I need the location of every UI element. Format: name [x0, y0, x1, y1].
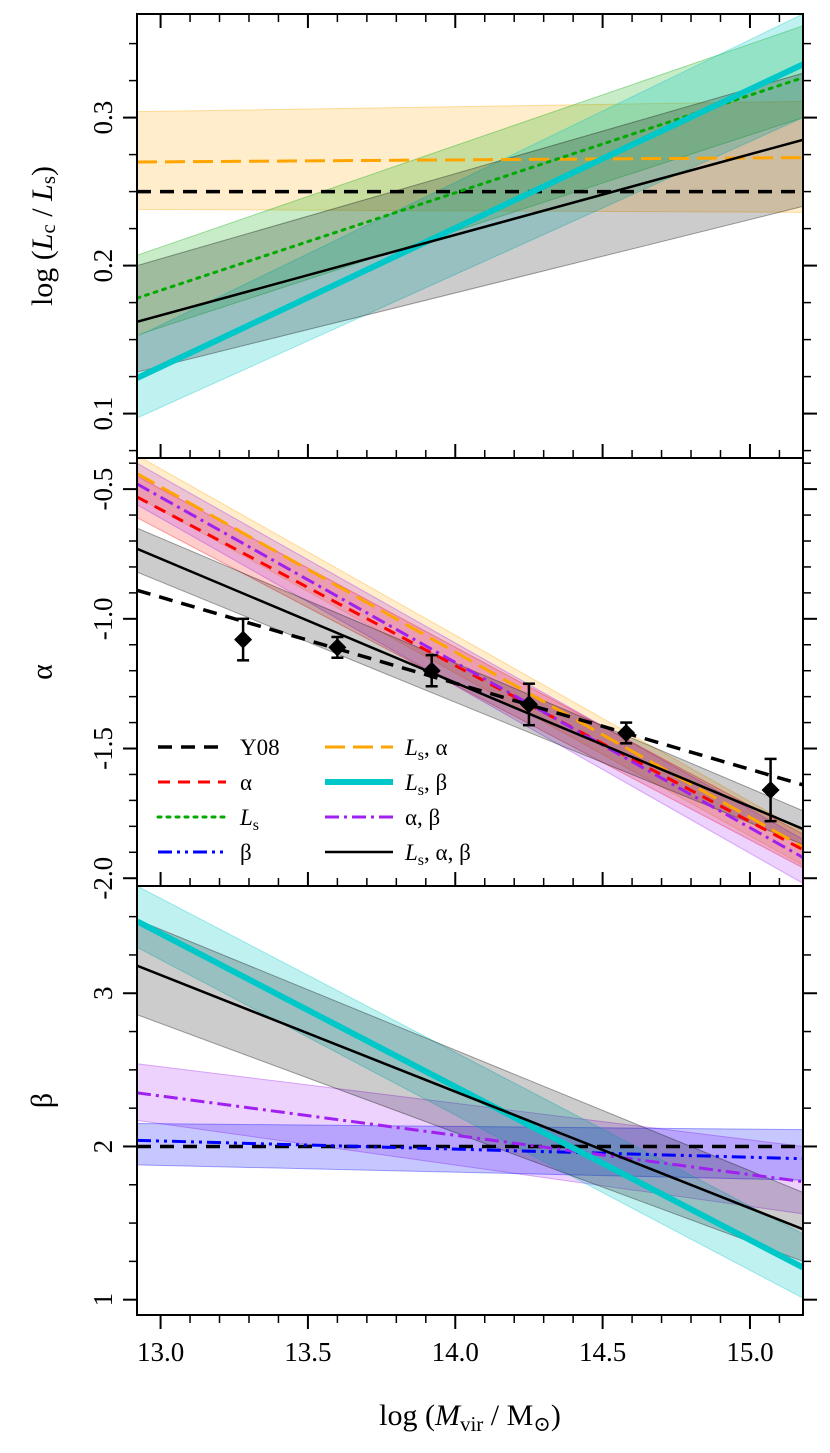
y-tick-label: 0.1 — [88, 397, 118, 431]
band-beta — [137, 1122, 803, 1181]
legend-item-Ls: Ls — [156, 805, 259, 834]
line-Ls_beta — [137, 918, 803, 1271]
legend-item-Ls_alpha: Ls, α — [325, 735, 448, 764]
line-Ls_beta — [137, 61, 803, 381]
band-alpha_beta — [137, 1063, 803, 1215]
band-Ls — [137, 25, 803, 336]
data-point — [234, 630, 253, 649]
legend: Y08 α Ls β Ls, α Ls, β α, β Ls, α, β — [156, 735, 471, 869]
panel-top: 0.1 0.2 0.3 — [88, 13, 817, 459]
x-axis — [159, 444, 781, 458]
y-axis: 1 2 3 — [88, 915, 817, 1307]
y-tick-label: -0.5 — [88, 468, 118, 511]
x-tick-label: 14.5 — [579, 1337, 626, 1367]
axis-titles: log (Lc / Ls) α β log (Mvir / M⊙) — [26, 166, 561, 1436]
panel-bottom: 1 2 3 13.0 13.5 14.0 14.5 15.0 — [88, 872, 817, 1367]
plot-area — [137, 886, 803, 1299]
data-point — [328, 638, 347, 657]
y-axis: 0.1 0.2 0.3 — [88, 42, 817, 452]
legend-item-alpha_beta: α, β — [325, 805, 440, 830]
line-alpha — [137, 495, 803, 852]
plot-area — [137, 458, 803, 884]
y-tick-label: -1.5 — [88, 727, 118, 770]
y-tick-label: -1.0 — [88, 597, 118, 640]
y-tick-label: 0.3 — [88, 101, 118, 135]
y-tick-label: -2.0 — [88, 857, 118, 900]
y-axis-title: β — [26, 1093, 59, 1108]
legend-label: Ls, α — [404, 735, 448, 764]
data-point — [761, 781, 780, 800]
x-tick-label: 13.5 — [284, 1337, 331, 1367]
y-tick-label: 2 — [88, 1140, 118, 1154]
line-beta — [137, 1138, 803, 1161]
x-axis — [159, 14, 781, 28]
legend-label: α, β — [405, 805, 440, 830]
legend-label: α — [240, 770, 252, 795]
line-Ls_alpha_beta — [137, 964, 803, 1231]
x-axis: 13.0 13.5 14.0 14.5 15.0 — [137, 872, 781, 1367]
legend-label: Ls — [239, 805, 259, 834]
x-tick-label: 13.0 — [137, 1337, 184, 1367]
line-alpha_beta — [137, 482, 803, 859]
line-Y08 — [137, 588, 803, 787]
plot-area — [137, 14, 803, 419]
y-axis-title: log (Lc / Ls) — [26, 166, 61, 306]
legend-item-beta: β — [158, 840, 252, 865]
legend-item-Ls_alpha_beta: Ls, α, β — [325, 840, 471, 869]
y-tick-label: 0.2 — [88, 249, 118, 283]
band-alpha_beta — [137, 462, 803, 884]
legend-label: β — [240, 840, 252, 865]
legend-label: Ls, β — [404, 770, 447, 799]
line-Ls_alpha — [137, 472, 803, 849]
data-point — [519, 695, 538, 714]
band-Ls_beta — [137, 14, 803, 419]
x-tick-label: 14.0 — [432, 1337, 479, 1367]
y-tick-label: 3 — [88, 987, 118, 1001]
line-alpha_beta — [137, 1091, 803, 1184]
x-axis-title: log (Mvir / M⊙) — [379, 1399, 561, 1436]
legend-item-alpha: α — [158, 770, 252, 795]
data-point — [422, 661, 441, 680]
line-Ls_alpha_beta — [137, 138, 803, 324]
data-point — [617, 723, 636, 742]
x-tick-label: 15.0 — [726, 1337, 773, 1367]
legend-label: Y08 — [240, 735, 280, 760]
y-axis: -2.0 -1.5 -1.0 -0.5 — [88, 462, 817, 900]
legend-item-Ls_beta: Ls, β — [325, 770, 447, 799]
legend-item-Y08: Y08 — [158, 735, 280, 760]
panel-middle: -2.0 -1.5 -1.0 -0.5 — [88, 444, 817, 900]
y-axis-title: α — [26, 664, 59, 680]
y-tick-label: 1 — [88, 1293, 118, 1307]
panel-frame — [136, 885, 804, 1316]
legend-label: Ls, α, β — [404, 840, 471, 869]
